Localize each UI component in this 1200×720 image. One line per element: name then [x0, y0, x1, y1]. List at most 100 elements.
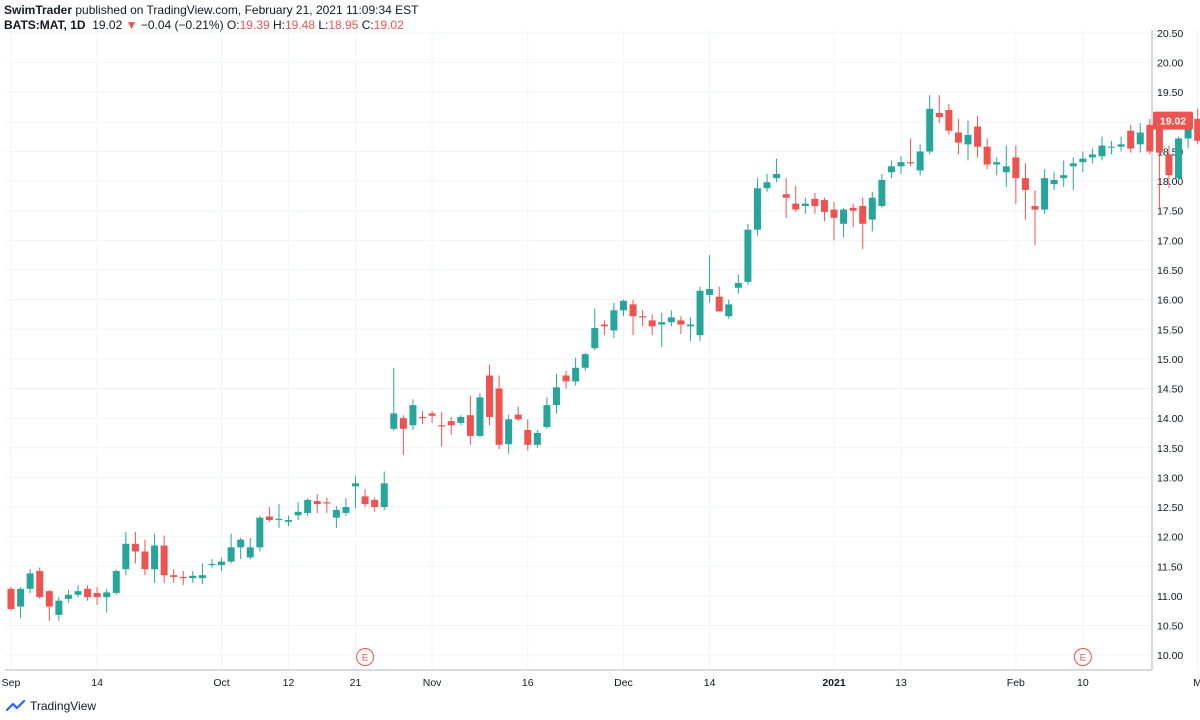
candle-body [399, 418, 407, 429]
y-tick-label: 14.00 [1157, 413, 1183, 425]
candle-body [954, 132, 962, 143]
x-tick-label: Sep [2, 677, 21, 689]
candle-body [457, 416, 465, 423]
candle-body [581, 354, 589, 368]
candle-body [677, 320, 685, 325]
candle-body [1060, 175, 1068, 179]
ohlc-legend: BATS:MAT, 1D 19.02 ▼ −0.04 (−0.21%) O:19… [4, 17, 404, 33]
candle-body [792, 203, 800, 210]
candle-body [1079, 158, 1087, 163]
candle-body [352, 483, 360, 487]
candle-body [907, 162, 915, 164]
open-label: O: [226, 18, 240, 32]
candle-body [629, 304, 637, 317]
candle-body [495, 388, 503, 445]
y-tick-label: 11.50 [1157, 561, 1183, 573]
candle-body [619, 300, 627, 311]
candle-body [36, 571, 44, 598]
y-tick-label: 13.50 [1157, 443, 1183, 455]
candle-body [1098, 145, 1106, 157]
low-value: 18.95 [328, 18, 359, 32]
x-tick-label: 14 [704, 677, 716, 689]
candle-body [878, 179, 886, 206]
candle-body [505, 419, 513, 445]
candle-body [1050, 179, 1058, 185]
candle-body [371, 499, 379, 508]
candle-body [543, 405, 551, 428]
y-tick-label: 11.00 [1157, 591, 1183, 603]
x-tick-label: Dec [614, 677, 633, 689]
candle-body [706, 288, 714, 295]
last-price: 19.02 [92, 18, 123, 32]
candle-body [983, 146, 991, 165]
candle-body [926, 108, 934, 152]
candle-body [600, 324, 608, 327]
candle-body [1088, 154, 1096, 158]
candle-body [974, 126, 982, 147]
candle-body [208, 563, 216, 566]
candle-body [218, 561, 226, 566]
candle-body [801, 203, 809, 206]
candle-body [715, 296, 723, 312]
close-value: 19.02 [373, 18, 404, 32]
candle-body [1136, 132, 1144, 145]
y-tick-label: 14.50 [1157, 384, 1183, 396]
candle-body [840, 209, 848, 224]
candle-body [1012, 157, 1020, 179]
candle-body [610, 310, 618, 331]
y-tick-label: 10.00 [1157, 650, 1183, 662]
candle-body [486, 375, 493, 417]
x-tick-label: 12 [283, 677, 295, 689]
candle-body [237, 539, 245, 548]
candle-body [285, 520, 293, 522]
y-tick-label: 16.00 [1157, 295, 1183, 307]
candle-body [361, 496, 369, 505]
candle-body [112, 571, 120, 593]
symbol-label[interactable]: BATS:MAT, 1D [4, 18, 86, 32]
y-tick-label: 19.50 [1157, 87, 1183, 99]
candle-body [438, 425, 446, 427]
candle-body [419, 416, 427, 419]
last-price-tag [1153, 111, 1193, 130]
candle-body [1041, 178, 1049, 210]
candle-body [667, 317, 675, 323]
candle-body [1146, 124, 1154, 152]
candle-body [562, 375, 570, 382]
y-tick-label: 18.00 [1157, 176, 1183, 188]
candle-body [476, 397, 484, 436]
candle-body [1069, 163, 1077, 167]
low-label: L: [318, 18, 329, 32]
candle-body [380, 483, 388, 508]
candle-body [830, 209, 838, 218]
x-tick-label: Feb [1007, 677, 1025, 689]
candle-body [887, 166, 895, 173]
open-value: 19.39 [239, 18, 270, 32]
candle-body [332, 510, 340, 518]
candle-body [189, 575, 197, 579]
earnings-marker-icon [1073, 648, 1092, 666]
candle-body [294, 511, 302, 516]
candle-body [227, 547, 235, 562]
last-price-tag-label: 19.02 [1160, 116, 1186, 128]
candle-body [103, 592, 111, 598]
candle-body [753, 188, 761, 230]
x-tick-label: Oct [213, 677, 229, 689]
y-tick-label: 17.50 [1157, 206, 1183, 218]
y-tick-label: 10.50 [1157, 621, 1183, 633]
candle-body [744, 229, 752, 282]
candle-body [811, 198, 819, 206]
candle-body [1021, 178, 1029, 190]
candle-body [1031, 206, 1039, 210]
candle-body [93, 592, 101, 598]
candle-body [868, 197, 876, 220]
tradingview-logo-icon[interactable] [6, 700, 26, 712]
candle-body [342, 507, 350, 513]
tradingview-brand[interactable]: TradingView [30, 699, 97, 713]
candle-body [17, 588, 25, 607]
x-tick-label: 21 [350, 677, 362, 689]
candle-body [552, 387, 560, 406]
author-name[interactable]: SwimTrader [4, 3, 73, 17]
candle-body [820, 200, 828, 212]
earnings-marker-label: E [362, 653, 368, 664]
